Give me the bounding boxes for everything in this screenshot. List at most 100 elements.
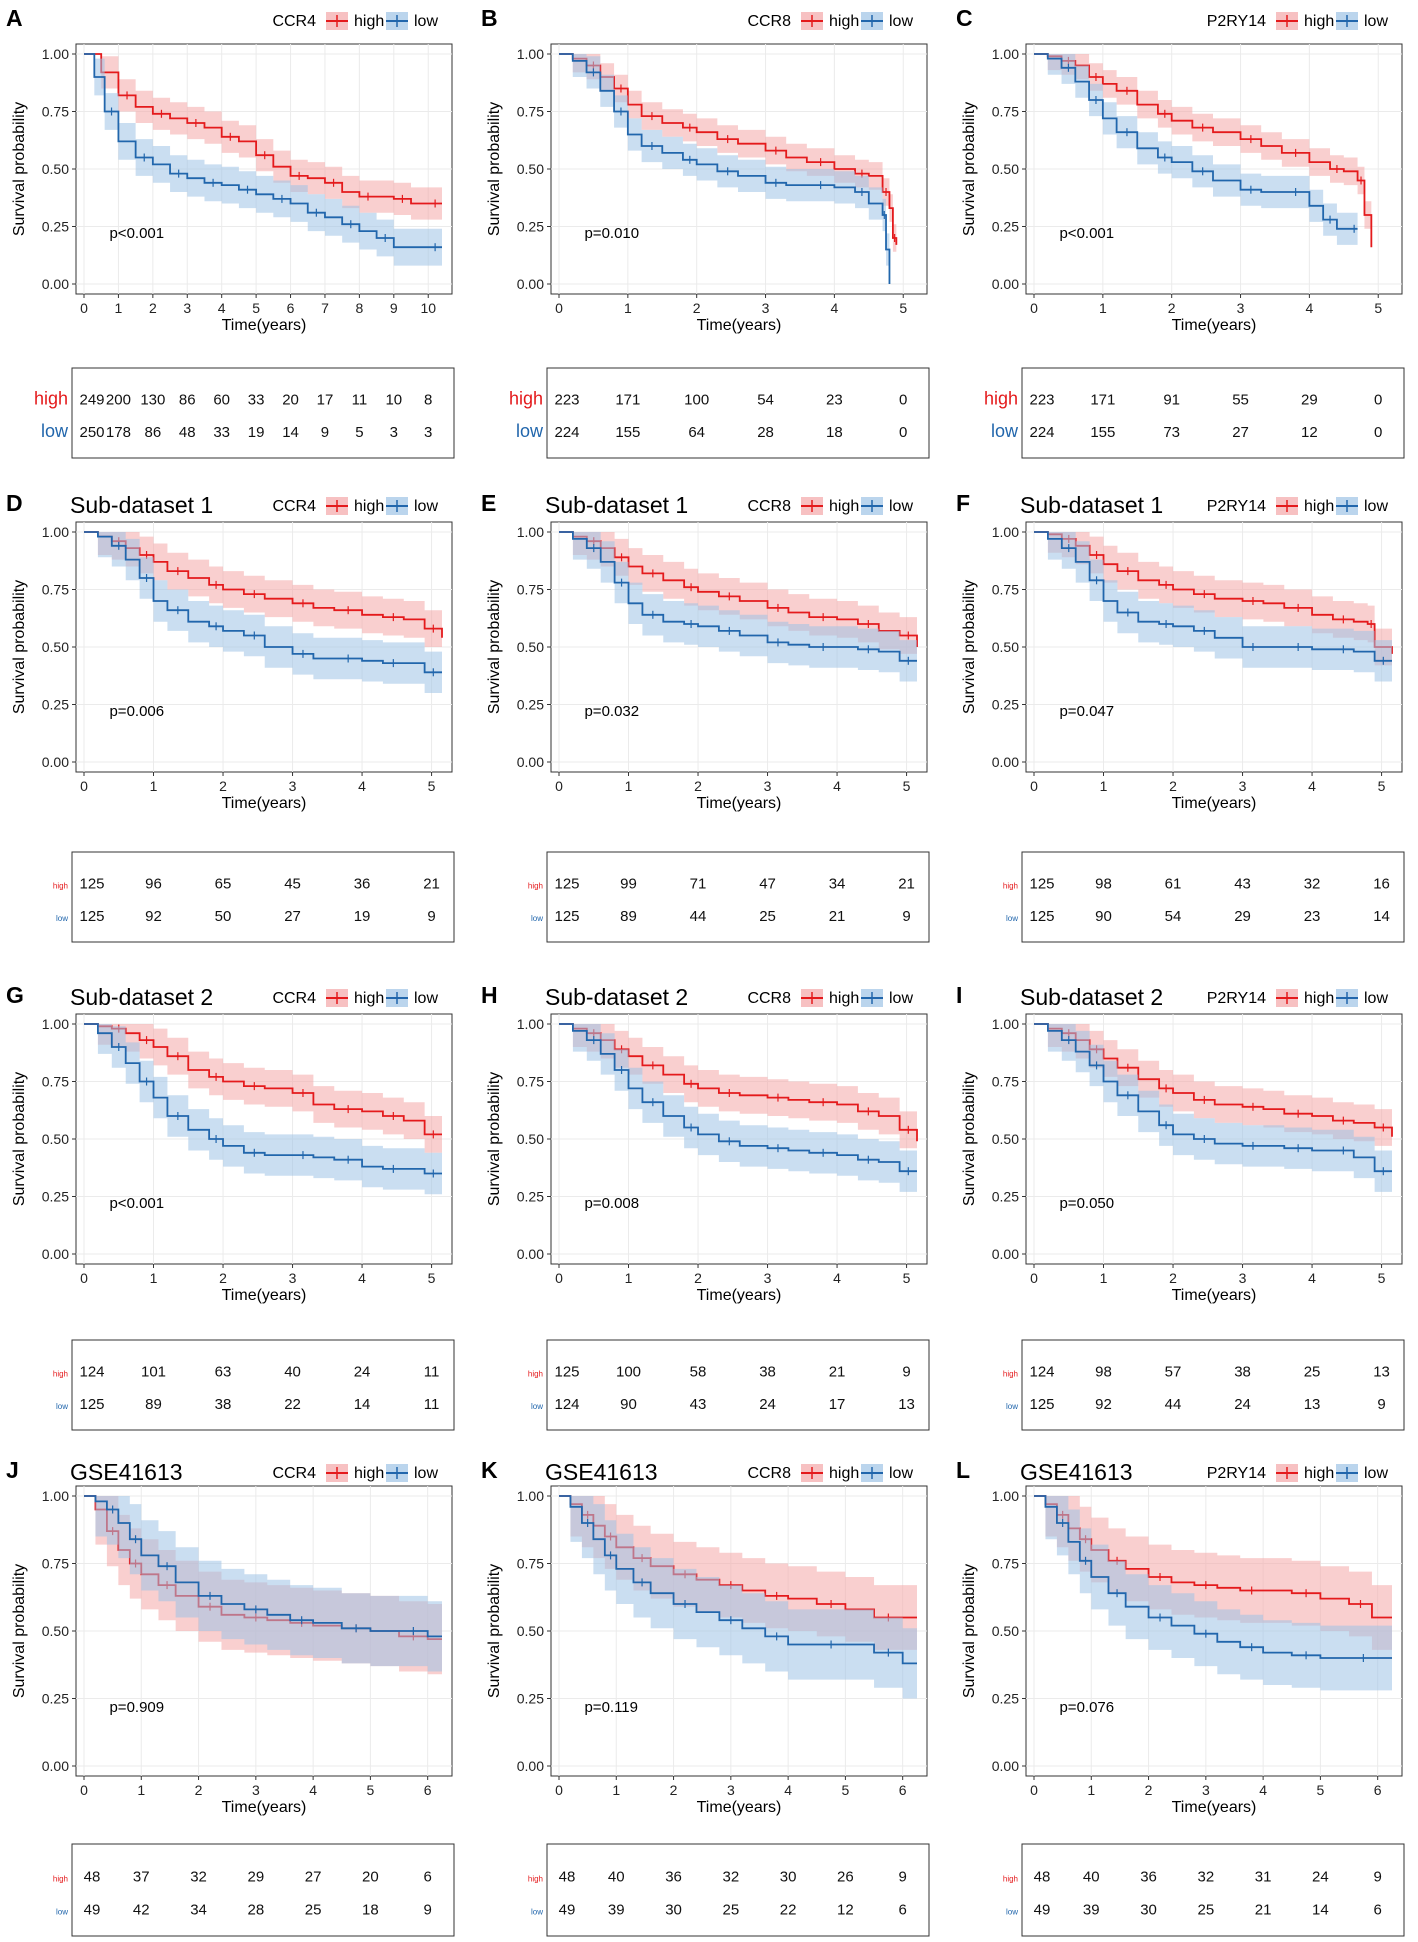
panel-d-risk-low-3: 27	[284, 908, 301, 925]
panel-l-xtick-label-2: 2	[1145, 1782, 1153, 1798]
panel-e-risk-low-3: 25	[759, 908, 776, 925]
panel-a-risk-high-2: 130	[140, 392, 165, 409]
panel-j-risk-low-4: 25	[305, 1901, 322, 1918]
panel-a-risk-high-5: 33	[248, 392, 265, 409]
panel-d-risk-low-5: 9	[427, 908, 435, 925]
panel-j-risk-label-low: low	[56, 1907, 68, 1916]
panel-b-risk-label-low: low	[516, 421, 544, 441]
panel-j-ytick-label-0: 0.00	[42, 1758, 69, 1774]
panel-i: 0.00 0.25 0.50 0.75 1.00 0 1 2 3 4 5 Time(years) Sur…	[956, 982, 1405, 1431]
panel-g-pvalue: p<0.001	[109, 1195, 164, 1212]
panel-b-risk-low-1: 155	[615, 424, 640, 441]
panel-f-legend-title: P2RY14	[1207, 498, 1266, 515]
panel-f-risk-low-5: 14	[1373, 908, 1390, 925]
panel-g-risk-low-0: 125	[79, 1396, 104, 1413]
panel-d-ytick-label-2: 0.50	[42, 639, 69, 655]
panel-h-ci-band-high	[559, 1024, 917, 1160]
panel-l-xtick-label-4: 4	[1259, 1782, 1267, 1798]
panel-h-legend-title: CCR8	[747, 990, 791, 1007]
panel-j-risk-low-1: 42	[133, 1901, 150, 1918]
panel-l-risk-low-5: 14	[1312, 1901, 1329, 1918]
panel-j-risk-label-high: high	[53, 1874, 68, 1883]
panel-c-letter: C	[956, 5, 973, 31]
panel-f-risk-high-4: 32	[1304, 876, 1321, 893]
panel-k-title: GSE41613	[545, 1459, 658, 1485]
panel-a-risk-high-8: 11	[352, 392, 368, 409]
panel-d-pvalue: p=0.006	[109, 703, 164, 720]
panel-g-ytick-label-1: 0.25	[42, 1189, 69, 1205]
panel-k-xtick-label-0: 0	[555, 1782, 563, 1798]
panel-b-risk-low-0: 224	[554, 424, 579, 441]
panel-k-pvalue: p=0.119	[584, 1699, 638, 1716]
panel-a-risk-high-3: 86	[179, 392, 196, 409]
panel-b-ytick-label-3: 0.75	[517, 104, 544, 120]
panel-d-ylabel: Survival probability	[11, 580, 28, 714]
panel-c-xtick-label-3: 3	[1237, 300, 1245, 316]
panel-a-ci-band-high	[84, 54, 442, 220]
panel-c-curve-low	[1034, 53, 1358, 230]
panel-l-risk-label-low: low	[1006, 1907, 1018, 1916]
panel-h-risk-label-low: low	[531, 1402, 543, 1411]
panel-k-risk-low-1: 39	[608, 1901, 625, 1918]
panel-i-risk-high-0: 124	[1029, 1364, 1054, 1381]
panel-h-risk-high-3: 38	[759, 1364, 776, 1381]
panel-e-risk-high-4: 34	[829, 876, 846, 893]
panel-j-risk-low-5: 18	[362, 1901, 379, 1918]
panel-d-legend-label-low: low	[414, 498, 438, 515]
panel-k-ytick-label-0: 0.00	[517, 1758, 544, 1774]
panel-f-xtick-label-5: 5	[1378, 778, 1386, 794]
panel-l-xtick-label-5: 5	[1317, 1782, 1325, 1798]
panel-a-xtick-label-7: 7	[321, 300, 329, 316]
panel-h-ytick-label-3: 0.75	[517, 1074, 544, 1090]
panel-d-risk-low-1: 92	[145, 908, 162, 925]
panel-g-risk-high-0: 124	[79, 1364, 104, 1381]
panel-g-ytick-label-4: 1.00	[42, 1016, 69, 1032]
panel-e-ytick-label-1: 0.25	[517, 697, 544, 713]
panel-k-ytick-label-3: 0.75	[517, 1556, 544, 1572]
panel-e-risk-low-2: 44	[690, 908, 707, 925]
panel-d-risk-high-2: 65	[215, 876, 232, 893]
panel-h-ytick-label-0: 0.00	[517, 1246, 544, 1262]
panel-f-ytick-label-2: 0.50	[992, 639, 1019, 655]
panel-g-risk-low-4: 14	[354, 1396, 371, 1413]
panel-f-legend-label-high: high	[1304, 498, 1334, 515]
panel-a-risk-low-5: 19	[248, 424, 265, 441]
panel-a-xtick-label-1: 1	[115, 300, 123, 316]
panel-f-ylabel: Survival probability	[961, 580, 978, 714]
panel-i-risk-label-high: high	[1003, 1370, 1018, 1379]
panel-j-ytick-label-3: 0.75	[42, 1556, 69, 1572]
panel-g-xtick-label-1: 1	[150, 1270, 158, 1286]
panel-h-ytick-label-1: 0.25	[517, 1189, 544, 1205]
panel-k-xlabel: Time(years)	[697, 1799, 782, 1816]
panel-c-xtick-label-4: 4	[1305, 300, 1313, 316]
panel-d-ytick-label-4: 1.00	[42, 524, 69, 540]
panel-j-risk-low-2: 34	[190, 1901, 207, 1918]
panel-l-ytick-label-0: 0.00	[992, 1758, 1019, 1774]
panel-d-risk-high-4: 36	[354, 876, 371, 893]
panel-i-ci-band-low	[1034, 1024, 1392, 1192]
panel-i-risk-low-2: 44	[1165, 1396, 1182, 1413]
panel-i-risk-high-3: 38	[1234, 1364, 1251, 1381]
panel-c-ytick-label-3: 0.75	[992, 104, 1019, 120]
panel-j-xtick-label-0: 0	[80, 1782, 88, 1798]
panel-i-ytick-label-4: 1.00	[992, 1016, 1019, 1032]
panel-f-ytick-label-1: 0.25	[992, 697, 1019, 713]
panel-i-ytick-label-1: 0.25	[992, 1189, 1019, 1205]
panel-h-xtick-label-4: 4	[833, 1270, 841, 1286]
panel-e-risk-high-0: 125	[554, 876, 579, 893]
panel-f-risk-table	[1021, 851, 1405, 943]
panel-d-risk-low-2: 50	[215, 908, 232, 925]
panel-k-risk-high-4: 30	[780, 1868, 797, 1885]
panel-d-risk-high-3: 45	[284, 876, 301, 893]
panel-k-risk-label-high: high	[528, 1874, 543, 1883]
panel-c: 0.000.250.500.751.000 1 2 3 4 5Time(years)Sur…	[956, 5, 1405, 459]
panel-a-risk-low-4: 33	[213, 424, 230, 441]
panel-i-risk-low-4: 13	[1304, 1396, 1321, 1413]
panel-g-ytick-label-3: 0.75	[42, 1074, 69, 1090]
panel-j-ytick-label-4: 1.00	[42, 1488, 69, 1504]
panel-g-curve-low	[84, 1023, 442, 1175]
panel-j-title: GSE41613	[70, 1459, 183, 1485]
panel-f-risk-high-2: 61	[1165, 876, 1182, 893]
panel-h-risk-table	[546, 1339, 930, 1431]
